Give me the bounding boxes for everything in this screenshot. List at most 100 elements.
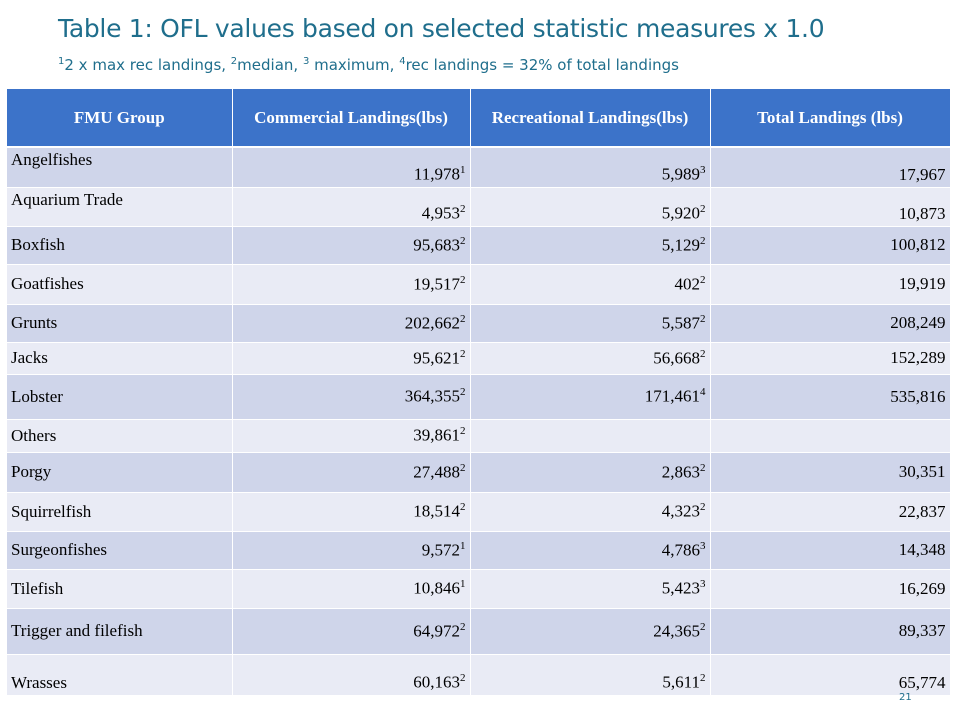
commercial-value: 364,355 [404,386,460,406]
footnote-marker: 2 [700,501,706,514]
commercial-value: 60,163 [413,672,460,692]
total-cell: 19,919 [710,264,951,305]
commercial-cell: 95,6212 [232,342,471,375]
footnote-marker: 2 [700,461,706,474]
footnote-marker: 2 [700,347,706,360]
table-row: Squirrelfish 18,5142 4,3232 22,837 [7,492,951,532]
commercial-cell: 60,1632 [232,654,471,696]
commercial-cell: 11,9781 [232,147,471,188]
footnote-marker: 1 [460,163,466,176]
commercial-cell: 202,6622 [232,304,471,343]
commercial-cell: 27,4882 [232,452,471,493]
table-row: Trigger and filefish 64,9722 24,3652 89,… [7,608,951,655]
recreational-value: 4,786 [661,540,700,560]
footnote-marker: 1 [58,56,65,67]
footnote-text: median, [237,56,303,74]
footnote-marker: 1 [460,578,466,591]
footnote-marker: 3 [700,539,706,552]
fmu-group-cell: Angelfishes [7,147,233,188]
footnote-marker: 3 [700,578,706,591]
footnote-marker: 2 [460,386,466,399]
commercial-value: 10,846 [413,578,460,598]
commercial-value: 95,621 [413,348,460,368]
table-row: Jacks 95,6212 56,6682 152,289 [7,342,951,375]
total-cell: 89,337 [710,608,951,655]
ofl-table: FMU Group Commercial Landings(lbs) Recre… [7,89,951,696]
fmu-group-cell: Jacks [7,342,233,375]
recreational-value: 4,323 [661,501,700,521]
footnote-marker: 2 [460,312,466,325]
table-row: Surgeonfishes 9,5721 4,7863 14,348 [7,531,951,570]
footnote-marker: 2 [460,273,466,286]
fmu-group-cell: Wrasses [7,654,233,696]
fmu-group-cell: Porgy [7,452,233,493]
commercial-cell: 18,5142 [232,492,471,532]
footnote-marker: 3 [302,56,310,67]
fmu-group-cell: Surgeonfishes [7,531,233,570]
recreational-value: 24,365 [653,621,700,641]
fmu-group-cell: Others [7,419,233,453]
fmu-group-cell: Tilefish [7,569,233,609]
table-row: Others 39,8612 [7,419,951,453]
page-number: 21 [899,692,912,703]
commercial-cell: 10,8461 [232,569,471,609]
recreational-value: 5,989 [661,164,700,184]
footnote-marker: 2 [460,461,466,474]
footnote-marker: 2 [460,234,466,247]
footnote-marker: 2 [460,671,466,684]
table-row: Wrasses 60,1632 5,6112 65,774 [7,654,951,696]
commercial-value: 27,488 [413,462,460,482]
table-row: Lobster 364,3552 171,4614 535,816 [7,374,951,420]
fmu-group-cell: Lobster [7,374,233,420]
total-cell: 535,816 [710,374,951,420]
total-cell: 65,774 [710,654,951,696]
recreational-cell: 2,8632 [470,452,711,493]
footnote-marker: 2 [700,620,706,633]
table-body: Angelfishes 11,9781 5,9893 17,967 Aquari… [7,147,951,696]
commercial-cell: 95,6832 [232,226,471,265]
table-row: Porgy 27,4882 2,8632 30,351 [7,452,951,493]
commercial-value: 202,662 [404,313,460,333]
total-cell [710,419,951,453]
total-cell: 22,837 [710,492,951,532]
recreational-value: 5,611 [662,672,700,692]
commercial-value: 19,517 [413,274,460,294]
total-cell: 30,351 [710,452,951,493]
commercial-cell: 9,5721 [232,531,471,570]
commercial-value: 64,972 [413,621,460,641]
footnote-marker: 3 [700,163,706,176]
table-row: Goatfishes 19,5172 4022 19,919 [7,264,951,305]
footnote-marker: 4 [700,386,706,399]
commercial-cell: 39,8612 [232,419,471,453]
footnote-marker: 2 [700,273,706,286]
recreational-cell: 24,3652 [470,608,711,655]
recreational-cell: 5,5872 [470,304,711,343]
recreational-cell: 5,4233 [470,569,711,609]
footnote-marker: 2 [700,202,706,215]
footnote-marker: 2 [460,620,466,633]
recreational-value: 5,423 [661,578,700,598]
commercial-cell: 4,9532 [232,187,471,227]
commercial-cell: 64,9722 [232,608,471,655]
total-cell: 14,348 [710,531,951,570]
recreational-value: 2,863 [661,462,700,482]
recreational-value: 171,461 [644,386,700,406]
commercial-value: 95,683 [413,235,460,255]
footnote-marker: 4 [399,56,406,67]
footnote-legend: 12 x max rec landings, 2median, 3 maximu… [58,56,679,74]
footnote-marker: 2 [700,234,706,247]
footnote-marker: 2 [700,671,706,684]
footnote-marker: 2 [230,56,238,67]
header-row: FMU Group Commercial Landings(lbs) Recre… [7,89,951,148]
recreational-value: 5,129 [661,235,700,255]
fmu-group-cell: Trigger and filefish [7,608,233,655]
recreational-cell: 4,7863 [470,531,711,570]
recreational-cell: 5,6112 [470,654,711,696]
fmu-group-cell: Aquarium Trade [7,187,233,227]
recreational-cell: 4,3232 [470,492,711,532]
recreational-cell [470,419,711,453]
footnote-marker: 2 [700,312,706,325]
footnote-marker: 1 [460,539,466,552]
recreational-value: 5,587 [661,313,700,333]
table-row: Angelfishes 11,9781 5,9893 17,967 [7,147,951,188]
